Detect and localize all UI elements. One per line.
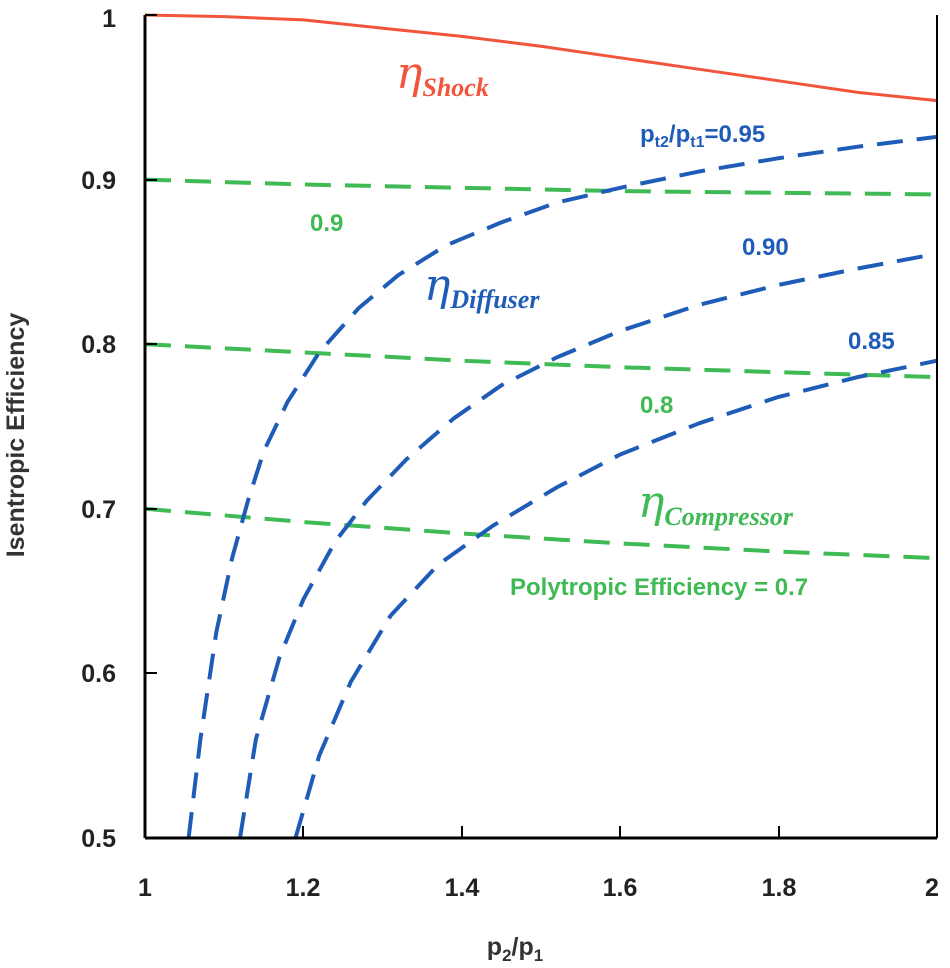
diffuser-curve-6 bbox=[293, 358, 938, 839]
tick-marks bbox=[144, 14, 938, 838]
shock-curve-0 bbox=[144, 13, 938, 103]
compressor-08-label: 0.8 bbox=[640, 392, 673, 419]
y-tick-label: 0.8 bbox=[81, 331, 116, 359]
y-tick-label: 0.9 bbox=[81, 167, 116, 195]
x-tick-label: 1.6 bbox=[603, 874, 638, 902]
x-tick-label: 1.8 bbox=[762, 874, 797, 902]
y-tick-label: 0.7 bbox=[81, 496, 116, 524]
diffuser-095-label: pt2/pt1=0.95 bbox=[640, 121, 765, 151]
x-axis-title: p2/p1 bbox=[487, 933, 543, 963]
diffuser-085-label: 0.85 bbox=[848, 328, 895, 355]
diffuser-label: ηDiffuser bbox=[424, 260, 540, 314]
y-tick-label: 1 bbox=[102, 5, 116, 33]
x-tick-label: 1.4 bbox=[445, 874, 480, 902]
x-tick-label: 2 bbox=[925, 874, 939, 902]
compressor-label: ηCompressor bbox=[638, 477, 794, 531]
diffuser-curve-4 bbox=[186, 134, 938, 839]
y-tick-label: 0.5 bbox=[81, 825, 116, 853]
y-tick-label: 0.6 bbox=[81, 660, 116, 688]
plot-marks bbox=[144, 13, 938, 839]
x-tick-label: 1 bbox=[138, 874, 152, 902]
shock-label: ηShock bbox=[396, 48, 489, 102]
y-axis-title: Isentropic Efficiency bbox=[2, 313, 30, 558]
compressor-curve-2 bbox=[144, 342, 938, 380]
x-tick-label: 1.2 bbox=[286, 874, 321, 902]
compressor-09-label: 0.9 bbox=[310, 210, 343, 237]
compressor-curve-1 bbox=[144, 177, 938, 197]
diffuser-090-label: 0.90 bbox=[742, 234, 789, 261]
compressor-curve-3 bbox=[144, 506, 938, 561]
diffuser-curve-5 bbox=[238, 251, 938, 839]
compressor-07-label: Polytropic Efficiency = 0.7 bbox=[510, 574, 808, 601]
